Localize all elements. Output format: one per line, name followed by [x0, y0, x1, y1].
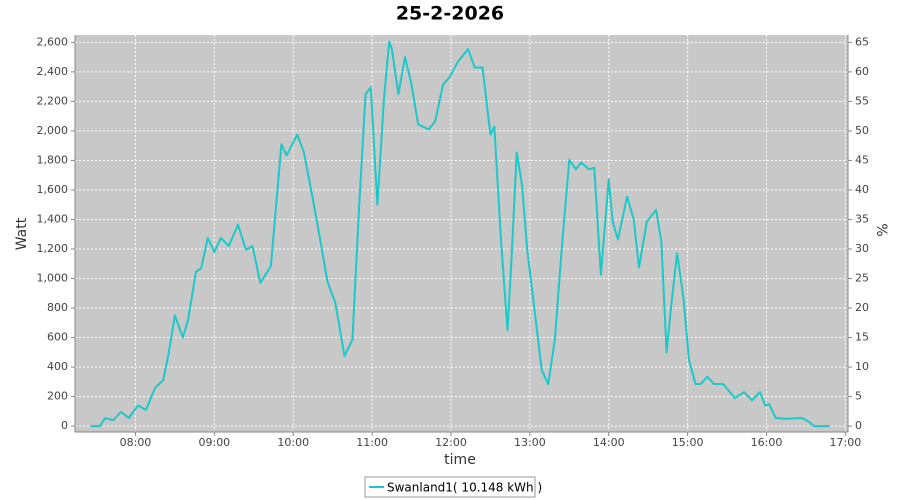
y-tick-label: 800	[47, 301, 68, 314]
x-tick-label: 12:00	[435, 436, 467, 449]
plot-area	[75, 35, 848, 432]
y2-tick-label: 15	[855, 331, 869, 344]
y-tick-label: 2,400	[37, 65, 69, 78]
y-tick-label: 1,400	[37, 212, 69, 225]
x-axis-title: time	[444, 452, 476, 468]
legend-box	[364, 476, 536, 498]
y2-tick-label: 55	[855, 94, 869, 107]
y2-tick-label: 65	[855, 35, 869, 48]
y2-tick-label: 10	[855, 360, 869, 373]
legend-label: Swanland1( 10.148 kWh )	[387, 481, 542, 495]
x-tick-label: 16:00	[751, 436, 783, 449]
y2-tick-label: 25	[855, 272, 869, 285]
y-axis-title: Watt	[14, 217, 30, 250]
y-tick-label: 1,600	[37, 183, 69, 196]
y-tick-label: 1,800	[37, 153, 69, 166]
y-tick-label: 2,000	[37, 124, 69, 137]
y-tick-label: 2,200	[37, 94, 69, 107]
x-tick-label: 10:00	[277, 436, 309, 449]
x-tick-label: 17:00	[830, 436, 862, 449]
y-tick-label: 600	[47, 331, 68, 344]
y-tick-label: 0	[61, 419, 68, 432]
y2-tick-label: 50	[855, 124, 869, 137]
y-tick-label: 1,200	[37, 242, 69, 255]
y2-tick-label: 60	[855, 65, 869, 78]
y2-tick-label: 40	[855, 183, 869, 196]
y2-tick-label: 35	[855, 212, 869, 225]
y2-tick-label: 0	[855, 419, 862, 432]
y2-tick-label: 5	[855, 390, 862, 403]
x-tick-label: 11:00	[356, 436, 388, 449]
x-tick-label: 14:00	[593, 436, 625, 449]
y2-tick-label: 30	[855, 242, 869, 255]
y-tick-label: 400	[47, 360, 68, 373]
y2-tick-label: 45	[855, 153, 869, 166]
y-tick-label: 1,000	[37, 272, 69, 285]
x-tick-label: 13:00	[514, 436, 546, 449]
x-tick-label: 09:00	[198, 436, 230, 449]
y-tick-label: 200	[47, 390, 68, 403]
data-line	[90, 40, 830, 428]
y2-tick-label: 20	[855, 301, 869, 314]
x-tick-label: 08:00	[120, 436, 152, 449]
y-tick-label: 2,600	[37, 35, 69, 48]
x-tick-label: 15:00	[672, 436, 704, 449]
chart-title: 25-2-2026	[396, 3, 504, 25]
y2-axis-title: %	[873, 223, 889, 236]
